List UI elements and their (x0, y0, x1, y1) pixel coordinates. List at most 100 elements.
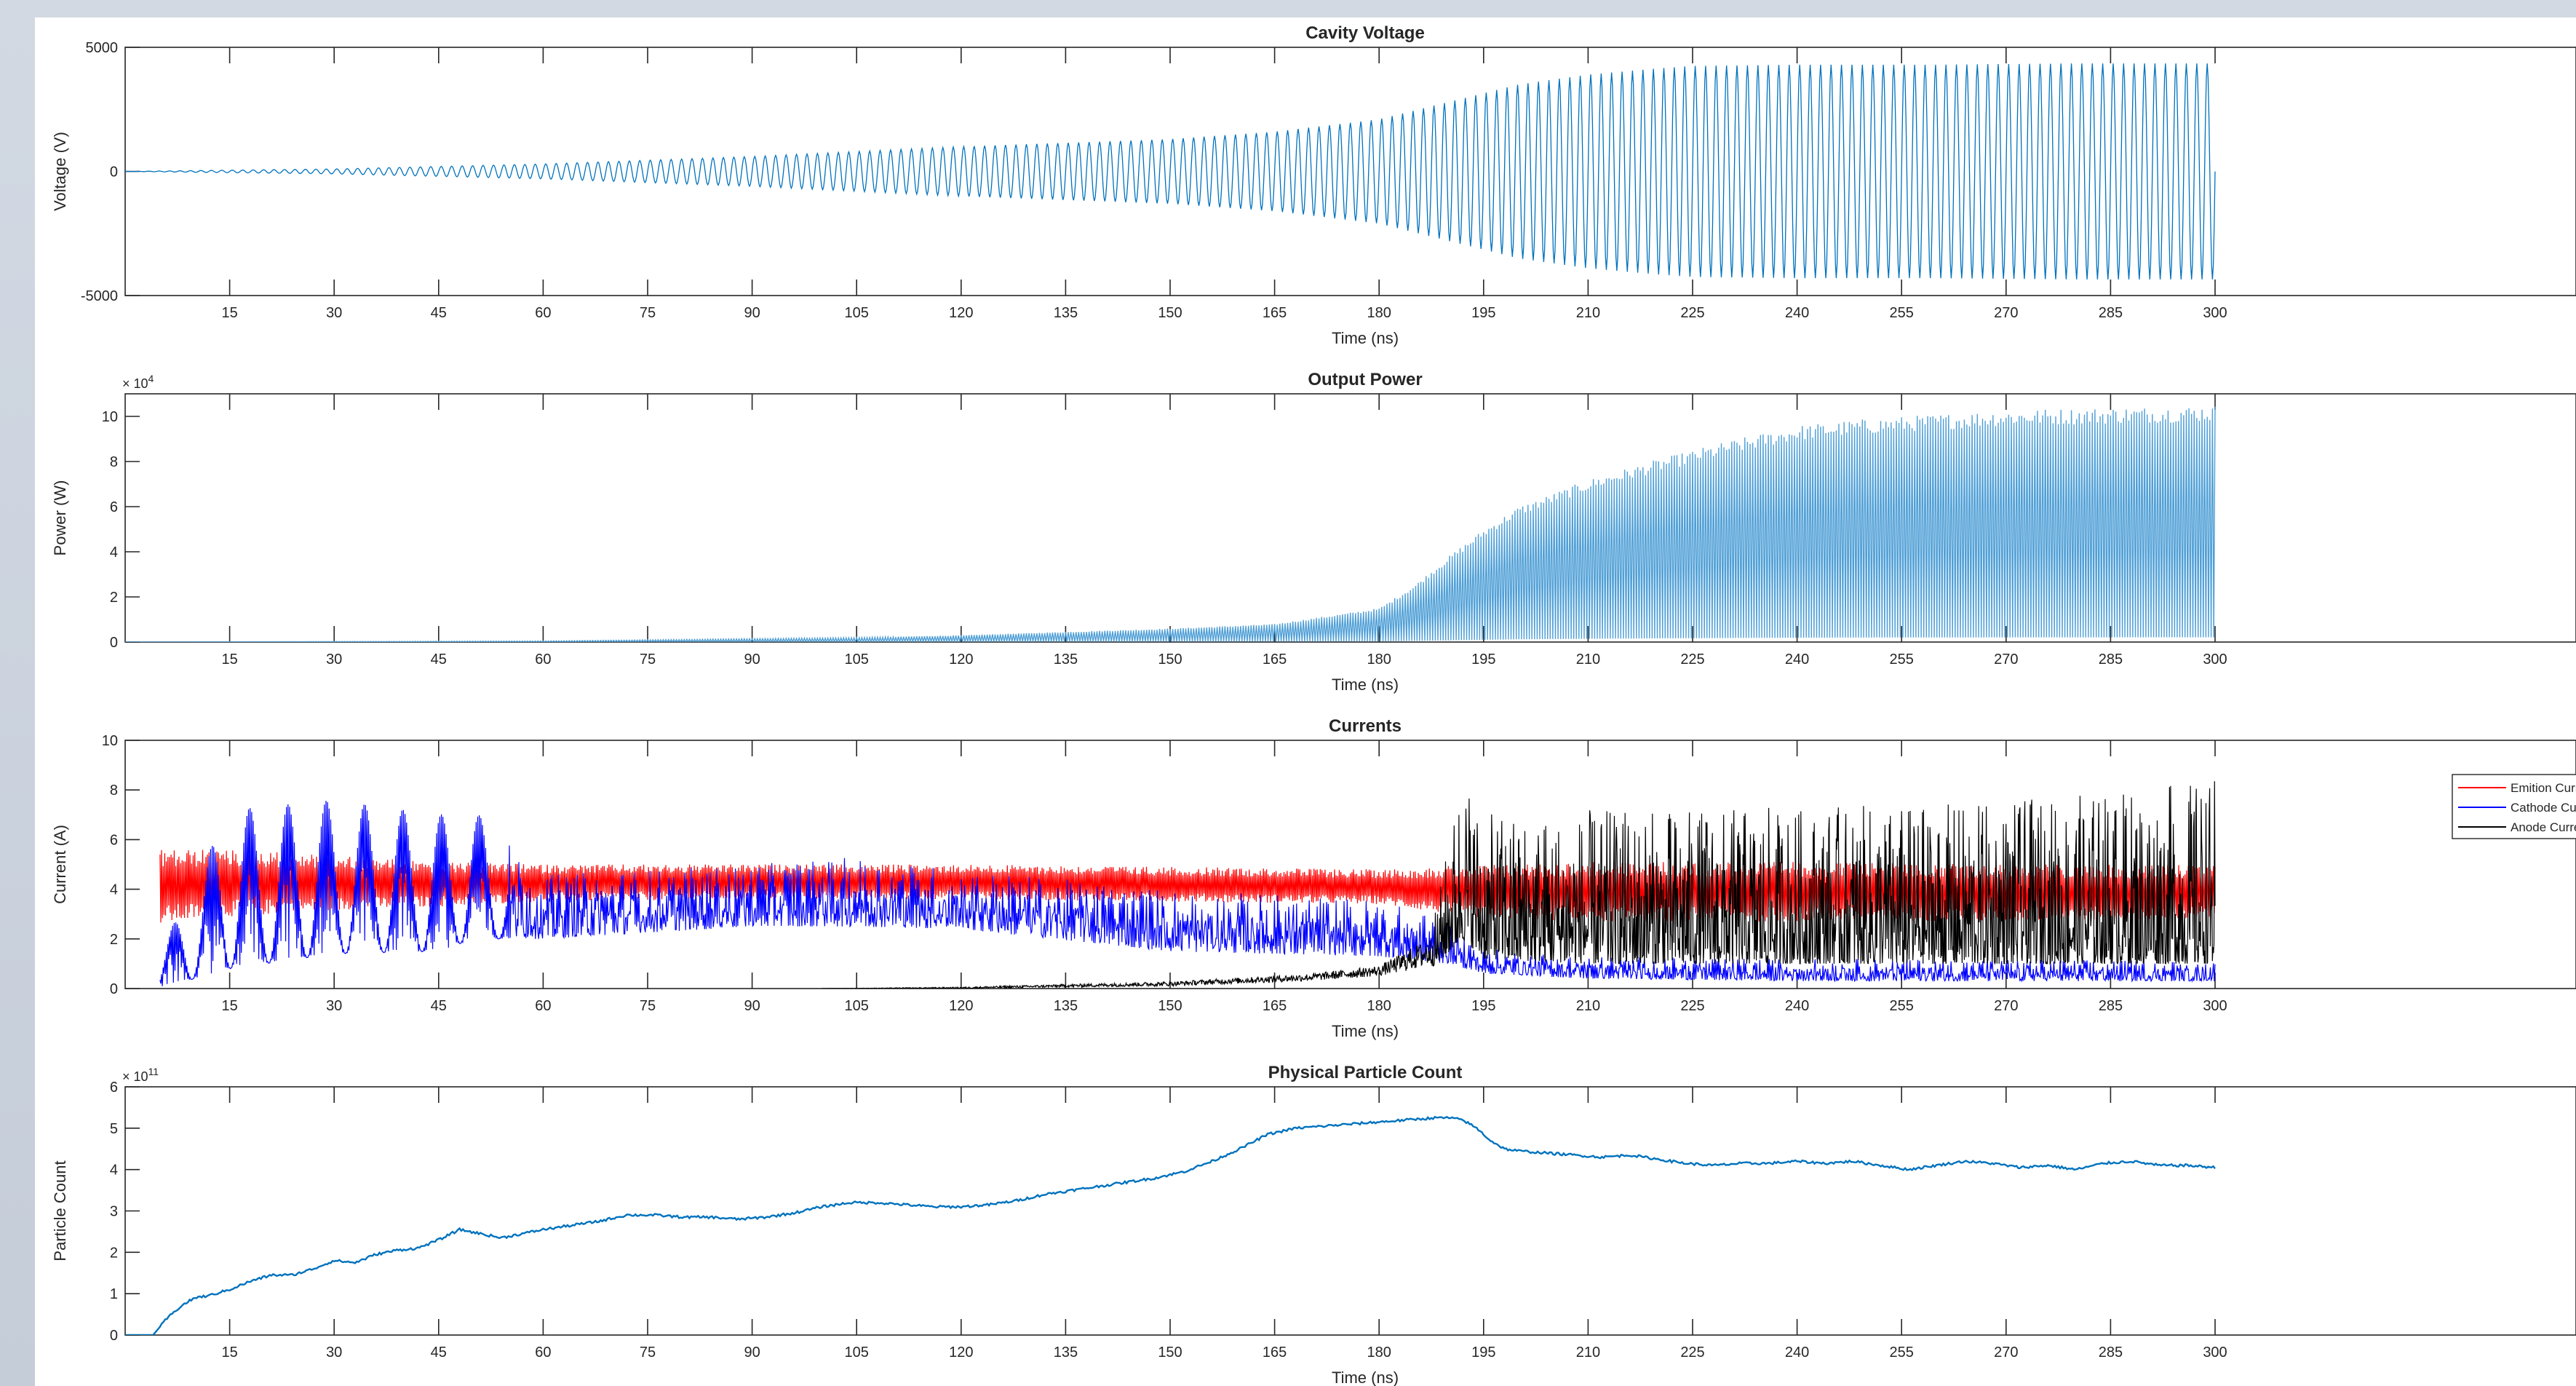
x-tick-label: 90 (744, 305, 760, 321)
x-tick-label: 255 (1890, 1345, 1914, 1361)
x-tick-label: 30 (326, 998, 342, 1014)
y-tick-label: 2 (110, 590, 118, 606)
x-tick-label: 105 (845, 305, 869, 321)
y-tick-label: 10 (102, 733, 118, 749)
x-tick-label: 165 (1263, 652, 1287, 668)
x-tick-label: 165 (1263, 1345, 1287, 1361)
x-tick-label: 300 (2203, 652, 2227, 668)
x-tick-label: 180 (1367, 998, 1391, 1014)
x-tick-label: 105 (845, 998, 869, 1014)
y-axis-label: Power (W) (51, 480, 69, 556)
x-tick-label: 165 (1263, 305, 1287, 321)
x-tick-label: 180 (1367, 652, 1391, 668)
x-tick-label: 285 (2099, 305, 2123, 321)
figure-window: Cavity Voltage 15 30 45 60 75 90 105 120 135 150 16… (35, 17, 2576, 1386)
x-tick-label: 45 (431, 652, 447, 668)
x-tick-label: 120 (949, 305, 973, 321)
x-tick-label: 285 (2099, 1345, 2123, 1361)
series-line-anode-current (822, 781, 2216, 989)
x-tick-label: 240 (1785, 1345, 1809, 1361)
x-tick-label: 300 (2203, 998, 2227, 1014)
subplot-1: Cavity Voltage 15 30 45 60 75 90 105 120 135 150 16… (51, 23, 2576, 347)
y-tick-label: 0 (110, 1328, 118, 1344)
x-tick-label: 225 (1680, 652, 1704, 668)
x-tick-label: 270 (1994, 1345, 2018, 1361)
x-tick-label: 135 (1054, 1345, 1078, 1361)
x-tick-label: 15 (221, 305, 237, 321)
y-tick-label: 0 (110, 981, 118, 997)
x-tick-label: 60 (535, 305, 551, 321)
x-tick-label: 135 (1054, 652, 1078, 668)
y-tick-label: 6 (110, 499, 118, 515)
series-line-emition-current (159, 850, 2216, 923)
x-tick-label: 255 (1890, 998, 1914, 1014)
x-tick-label: 150 (1158, 652, 1182, 668)
x-tick-label: 300 (2203, 305, 2227, 321)
x-tick-label: 165 (1263, 998, 1287, 1014)
x-axis-label: Time (ns) (1332, 1022, 1399, 1040)
plot-area (125, 63, 2216, 280)
plot-area (125, 1115, 2216, 1335)
x-tick-label: 255 (1890, 652, 1914, 668)
x-tick-label: 225 (1680, 305, 1704, 321)
x-tick-label: 30 (326, 1345, 342, 1361)
x-tick-label: 120 (949, 998, 973, 1014)
x-tick-label: 270 (1994, 305, 2018, 321)
series-line (125, 1115, 2216, 1335)
y-axis-label: Current (A) (51, 825, 69, 904)
x-axis-label: Time (ns) (1332, 329, 1399, 347)
axes-box (124, 1086, 2576, 1336)
y-tick-label: 3 (110, 1204, 118, 1220)
x-tick-label: 15 (221, 652, 237, 668)
x-tick-label: 195 (1471, 1345, 1495, 1361)
x-tick-label: 135 (1054, 998, 1078, 1014)
y-tick-label: -5000 (81, 288, 118, 304)
x-tick-label: 180 (1367, 1345, 1391, 1361)
x-tick-label: 255 (1890, 305, 1914, 321)
legend-entry: Anode Current (2511, 820, 2576, 834)
legend-entry: Emition Current (2511, 781, 2576, 795)
y-tick-label: 4 (110, 882, 118, 898)
y-tick-label: 6 (110, 1080, 118, 1096)
y-axis-label: Voltage (V) (51, 132, 69, 211)
x-tick-label: 45 (431, 998, 447, 1014)
x-tick-label: 75 (640, 652, 656, 668)
x-tick-label: 90 (744, 652, 760, 668)
x-tick-label: 195 (1471, 998, 1495, 1014)
chart-title: Physical Particle Count (1268, 1063, 1463, 1082)
plot-area (159, 781, 2216, 989)
x-tick-label: 30 (326, 652, 342, 668)
y-tick-label: 2 (110, 1245, 118, 1261)
y-tick-label: 4 (110, 1163, 118, 1179)
series-line (125, 63, 2216, 280)
x-tick-label: 120 (949, 652, 973, 668)
x-tick-label: 240 (1785, 998, 1809, 1014)
x-tick-label: 90 (744, 998, 760, 1014)
legend-entry: Cathode Current (2511, 801, 2576, 815)
y-exponent-label: × 104 (122, 373, 154, 391)
x-tick-label: 150 (1158, 998, 1182, 1014)
x-tick-label: 105 (845, 1345, 869, 1361)
legend: Emition Current Cathode Current Anode Curr… (2452, 774, 2576, 839)
y-tick-label: 0 (110, 165, 118, 181)
x-tick-label: 45 (431, 305, 447, 321)
x-tick-label: 105 (845, 652, 869, 668)
axes-box (124, 47, 2576, 296)
x-tick-label: 60 (535, 652, 551, 668)
x-tick-label: 75 (640, 305, 656, 321)
y-tick-label: 8 (110, 454, 118, 470)
x-tick-label: 210 (1576, 1345, 1600, 1361)
y-tick-label: 1 (110, 1286, 118, 1302)
x-tick-label: 150 (1158, 305, 1182, 321)
x-tick-label: 15 (221, 1345, 237, 1361)
x-tick-label: 90 (744, 1345, 760, 1361)
y-exponent-label: × 1011 (122, 1066, 159, 1084)
x-tick-label: 240 (1785, 305, 1809, 321)
x-tick-label: 210 (1576, 998, 1600, 1014)
x-tick-label: 150 (1158, 1345, 1182, 1361)
x-tick-label: 45 (431, 1345, 447, 1361)
y-axis-label: Particle Count (51, 1160, 69, 1261)
